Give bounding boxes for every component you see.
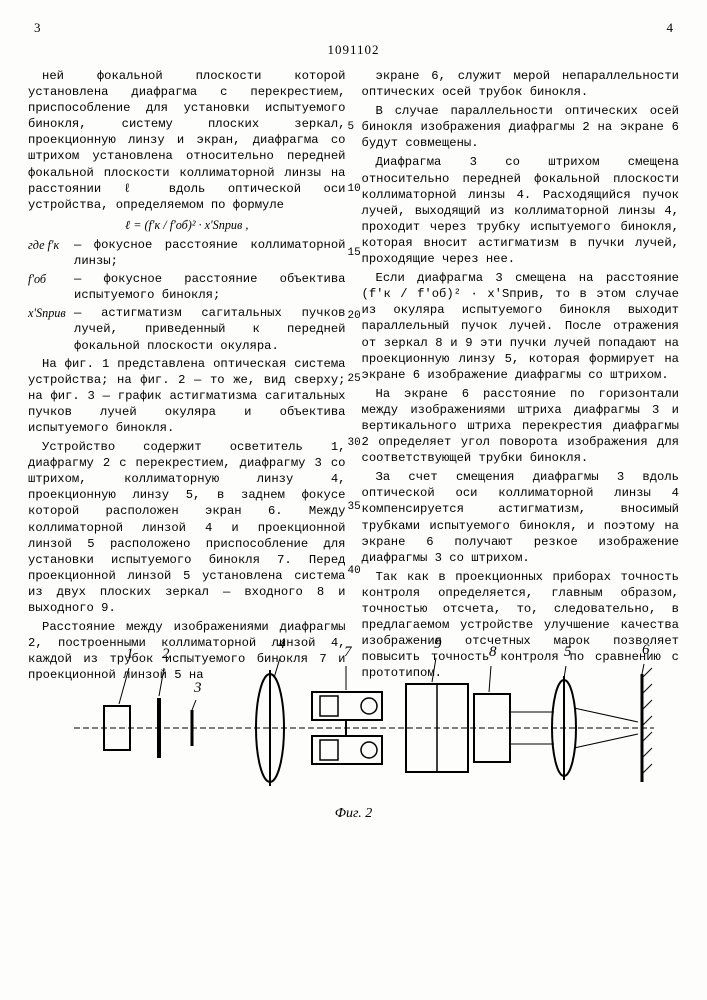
figure-label: 5 bbox=[564, 644, 572, 660]
figure-label: 2 bbox=[162, 646, 170, 662]
formula: ℓ = (f'к / f'об)² · x'Sприв , bbox=[28, 217, 346, 233]
figure-label: 6 bbox=[642, 642, 650, 658]
line-number: 40 bbox=[348, 566, 361, 577]
figure-label: 3 bbox=[193, 680, 202, 696]
page-num-left: 3 bbox=[34, 20, 41, 36]
page-header: 3 4 bbox=[28, 20, 679, 36]
def-symbol: где f'к bbox=[28, 237, 74, 269]
def-text: — фокусное расстояние объектива испытуем… bbox=[74, 271, 346, 303]
optical-diagram-svg: 1 2 3 4 7 9 8 5 6 bbox=[34, 618, 674, 818]
line-number: 15 bbox=[348, 248, 361, 259]
def-row: x'Sприв — астигматизм сагитальных пучков… bbox=[28, 305, 346, 353]
column-right: экране 6, служит мерой непараллельности … bbox=[362, 68, 680, 686]
figure-label: 8 bbox=[489, 644, 497, 660]
definition-list: где f'к — фокусное расстояние коллиматор… bbox=[28, 237, 346, 354]
figure-caption: Фиг. 2 bbox=[335, 806, 373, 822]
line-number: 35 bbox=[348, 502, 361, 513]
para: ней фокальной плоскости которой установл… bbox=[28, 68, 346, 213]
para: На экране 6 расстояние по горизонтали ме… bbox=[362, 386, 680, 466]
para: Устройство содержит осветитель 1, диафра… bbox=[28, 439, 346, 616]
def-text: — астигматизм сагитальных пучков лучей, … bbox=[74, 305, 346, 353]
def-symbol: x'Sприв bbox=[28, 305, 74, 353]
line-number: 5 bbox=[348, 122, 355, 133]
para: За счет смещения диафрагмы 3 вдоль оптич… bbox=[362, 469, 680, 566]
document-number: 1091102 bbox=[28, 42, 679, 58]
def-text: — фокусное расстояние коллиматорной линз… bbox=[74, 237, 346, 269]
line-number: 30 bbox=[348, 438, 361, 449]
figure-label: 7 bbox=[344, 644, 353, 660]
column-left: ней фокальной плоскости которой установл… bbox=[28, 68, 346, 686]
def-row: f'об — фокусное расстояние объектива исп… bbox=[28, 271, 346, 303]
page: 3 4 1091102 ней фокальной плоскости кото… bbox=[0, 0, 707, 1000]
line-number: 25 bbox=[348, 374, 361, 385]
line-number: 10 bbox=[348, 184, 361, 195]
para: На фиг. 1 представлена оптическая систем… bbox=[28, 356, 346, 436]
line-number: 20 bbox=[348, 311, 361, 322]
para: экране 6, служит мерой непараллельности … bbox=[362, 68, 680, 100]
figure-2: 123479856 Фиг. 2 bbox=[0, 618, 707, 818]
para: В случае параллельности оптических осей … bbox=[362, 103, 680, 151]
figure-label: 4 bbox=[278, 636, 286, 652]
figure-label: 1 bbox=[126, 646, 134, 662]
para: Если диафрагма 3 смещена на расстояние (… bbox=[362, 270, 680, 383]
page-num-right: 4 bbox=[667, 20, 674, 36]
para: Диафрагма 3 со штрихом смещена относител… bbox=[362, 154, 680, 267]
figure-label: 9 bbox=[434, 636, 442, 652]
def-row: где f'к — фокусное расстояние коллиматор… bbox=[28, 237, 346, 269]
def-symbol: f'об bbox=[28, 271, 74, 303]
